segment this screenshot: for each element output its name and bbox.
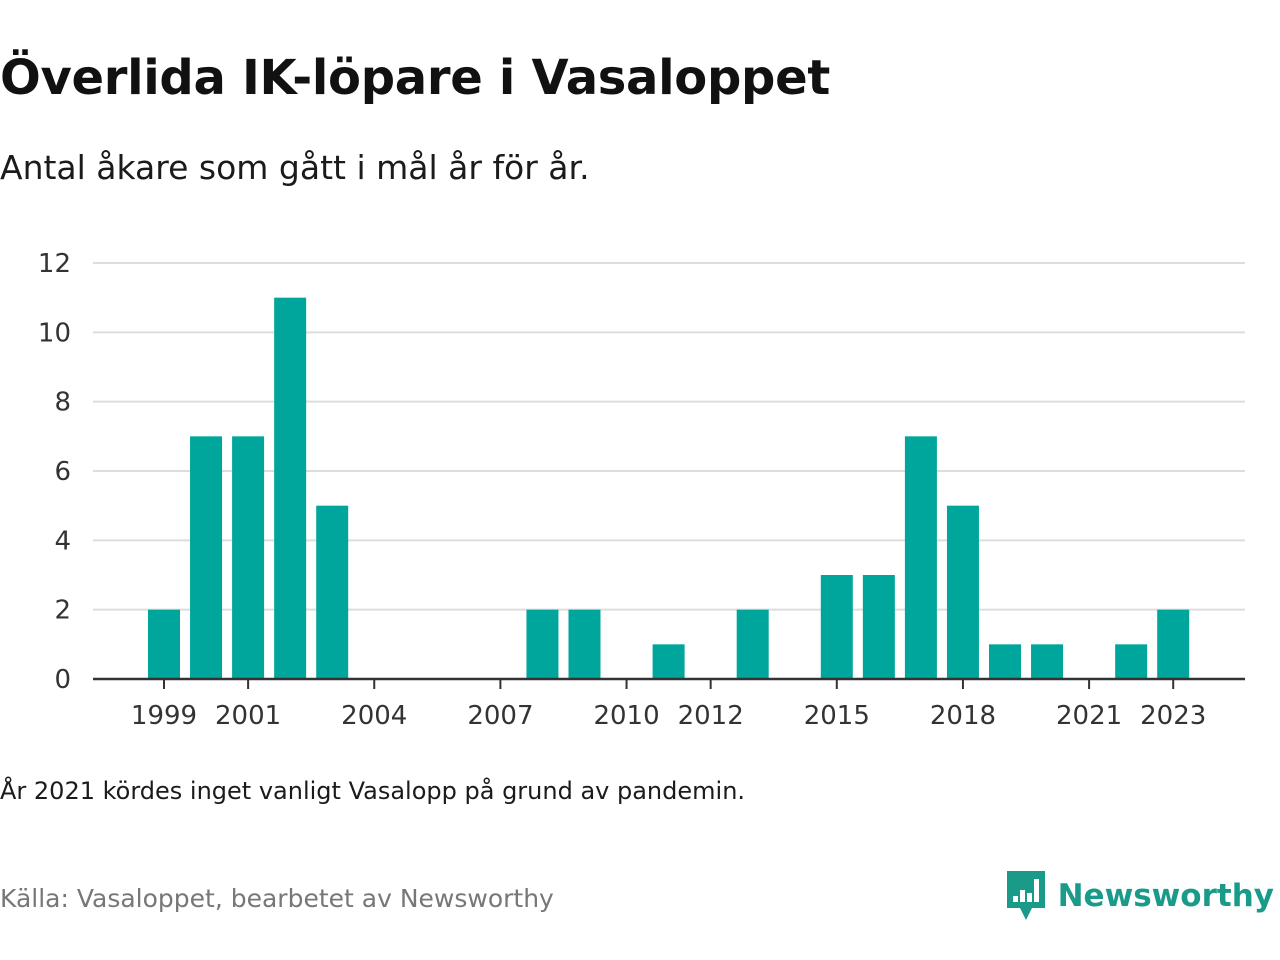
x-axis — [93, 677, 1245, 689]
y-tick-label: 10 — [38, 318, 71, 348]
x-tick-label: 2018 — [930, 701, 996, 731]
bar-2019 — [989, 644, 1021, 679]
bar-2009 — [568, 609, 601, 679]
y-tick-label: 6 — [54, 457, 71, 487]
bar-2022 — [1115, 644, 1148, 679]
y-tick-label: 4 — [54, 526, 71, 556]
x-tick-label: 2010 — [593, 701, 659, 731]
bar-2023 — [1157, 609, 1190, 679]
x-tick-label: 1999 — [131, 701, 197, 731]
bar-2013 — [736, 609, 769, 679]
x-tick-label: 2023 — [1140, 701, 1206, 731]
newsworthy-logo-icon — [1006, 871, 1045, 920]
y-tick-label: 2 — [54, 596, 71, 626]
bar-2016 — [862, 575, 895, 679]
x-tick-label: 2007 — [467, 701, 533, 731]
bar-2000 — [190, 436, 223, 679]
chart-title: Överlida IK-löpare i Vasaloppet — [0, 50, 830, 106]
bars — [148, 297, 1190, 679]
x-tick-label: 2021 — [1056, 701, 1122, 731]
y-tick-label: 0 — [54, 665, 71, 695]
x-tick-label: 2004 — [341, 701, 407, 731]
chart-note: År 2021 kördes inget vanligt Vasalopp på… — [0, 777, 746, 805]
x-tick-label: 2001 — [215, 701, 281, 731]
bar-2003 — [316, 505, 349, 679]
y-tick-label: 12 — [38, 249, 71, 279]
grid-lines — [93, 262, 1245, 611]
bar-2002 — [274, 297, 307, 679]
tick-labels: 0 2 4 6 8 10 12 1999 2001 2004 2007 2010 2012 2015 201… — [38, 249, 1206, 731]
bar-chart: 0 2 4 6 8 10 12 1999 2001 2004 2007 2010 2012 2015 201… — [38, 249, 1245, 731]
y-tick-label: 8 — [54, 388, 71, 418]
bar-2001 — [232, 436, 265, 679]
x-tick-label: 2012 — [678, 701, 744, 731]
x-tick-label: 2015 — [804, 701, 870, 731]
bar-2011 — [652, 644, 685, 679]
bar-2020 — [1031, 644, 1064, 679]
bar-1999 — [148, 609, 180, 679]
bar-2017 — [904, 436, 937, 679]
chart-subtitle: Antal åkare som gått i mål år för år. — [0, 148, 590, 187]
chart-source: Källa: Vasaloppet, bearbetet av Newswort… — [0, 884, 554, 913]
brand-name: Newsworthy — [1057, 878, 1274, 914]
bar-2015 — [820, 575, 853, 679]
bar-2008 — [526, 609, 559, 679]
brand-logo: Newsworthy — [1004, 868, 1274, 924]
bar-2018 — [946, 505, 979, 679]
